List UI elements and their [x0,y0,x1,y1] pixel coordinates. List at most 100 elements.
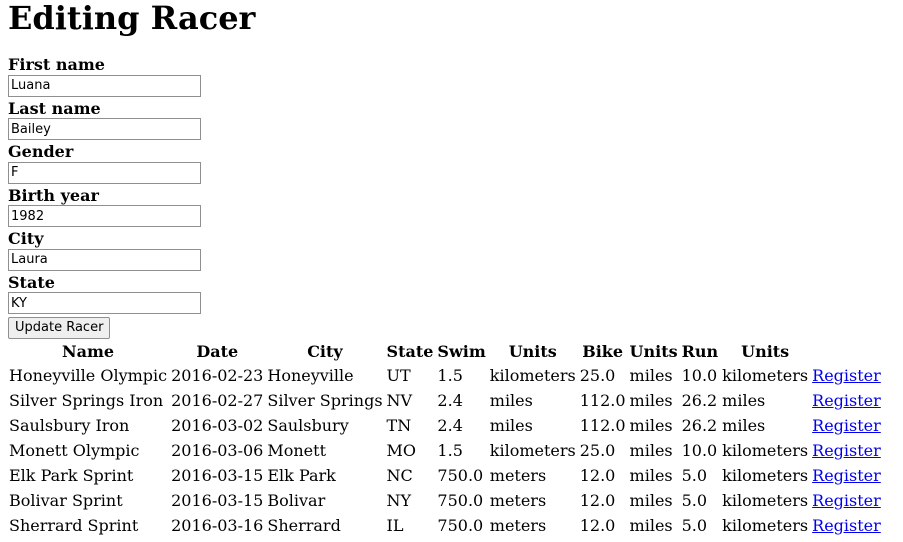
race-city-cell: Silver Springs [267,390,383,410]
bike-units-cell: miles [629,390,673,410]
swim-distance-cell: 750.0 [437,490,484,510]
swim-distance-cell: 1.5 [437,365,463,385]
table-row: Sherrard Sprint 2016-03-16 Sherrard IL 750.0… [8,514,882,537]
table-row: Monett Olympic 2016-03-06 Monett MO 1.5 kilom… [8,439,882,462]
swim-distance-cell: 2.4 [437,415,463,435]
state-input[interactable] [8,292,201,314]
swim-units-cell: miles [489,415,533,435]
gender-input[interactable] [8,161,201,184]
run-units-cell: miles [722,415,766,435]
register-link[interactable]: Register [812,515,881,535]
race-name-cell: Bolivar Sprint [9,490,123,510]
header-run: Run [681,341,719,361]
bike-units-cell: miles [629,490,673,510]
race-name-cell: Elk Park Sprint [9,465,134,485]
field-city: City [8,229,895,273]
race-name-cell: Honeyville Olympic [9,365,168,385]
bike-distance-cell: 12.0 [579,515,616,535]
header-run-units: Units [741,341,790,361]
register-cell: Register [811,364,882,387]
header-swim: Swim [437,341,486,361]
race-state-cell: NV [386,390,413,410]
swim-distance-cell: 2.4 [437,390,463,410]
register-cell: Register [811,489,882,512]
register-link[interactable]: Register [812,440,881,460]
swim-distance-cell: 1.5 [437,440,463,460]
race-date-cell: 2016-03-15 [171,490,264,510]
header-bike-units: Units [629,341,678,361]
register-link[interactable]: Register [812,390,881,410]
race-city-cell: Bolivar [267,490,326,510]
race-state-cell: TN [386,415,412,435]
swim-units-cell: meters [489,465,547,485]
run-distance-cell: 5.0 [681,465,708,485]
race-city-cell: Sherrard [267,515,341,535]
race-date-cell: 2016-03-02 [171,415,264,435]
last-name-input[interactable] [8,118,201,140]
register-cell: Register [811,389,882,412]
bike-distance-cell: 12.0 [579,465,616,485]
race-state-cell: UT [386,365,411,385]
header-city: City [307,341,343,361]
swim-units-cell: meters [489,515,547,535]
table-row: Honeyville Olympic 2016-02-23 Honeyville UT… [8,364,882,387]
bike-units-cell: miles [629,465,673,485]
bike-distance-cell: 12.0 [579,490,616,510]
run-units-cell: kilometers [722,490,809,510]
run-distance-cell: 10.0 [681,365,718,385]
race-date-cell: 2016-03-06 [171,440,264,460]
swim-units-cell: meters [489,490,547,510]
races-table: Name Date City State Swim Units Bike Uni… [6,339,884,539]
field-first-name: First name [8,55,895,99]
table-header-row: Name Date City State Swim Units Bike Uni… [8,341,882,362]
run-units-cell: kilometers [722,515,809,535]
race-name-cell: Saulsbury Iron [9,415,130,435]
run-distance-cell: 26.2 [681,415,718,435]
bike-units-cell: miles [629,365,673,385]
race-city-cell: Saulsbury [267,415,349,435]
field-birth-year: Birth year [8,186,895,230]
bike-distance-cell: 25.0 [579,440,616,460]
run-units-cell: kilometers [722,465,809,485]
race-date-cell: 2016-02-23 [171,365,264,385]
first-name-input[interactable] [8,74,201,97]
page-title: Editing Racer [8,0,256,37]
bike-units-cell: miles [629,515,673,535]
register-link[interactable]: Register [812,490,881,510]
city-input[interactable] [8,248,201,271]
race-state-cell: IL [386,515,404,535]
field-last-name: Last name [8,99,895,143]
table-row: Elk Park Sprint 2016-03-15 Elk Park NC 750.0… [8,464,882,487]
run-units-cell: kilometers [722,365,809,385]
header-date: Date [196,341,239,361]
swim-units-cell: kilometers [489,440,576,460]
table-row: Bolivar Sprint 2016-03-15 Bolivar NY 750.0 me… [8,489,882,512]
register-link[interactable]: Register [812,415,881,435]
run-distance-cell: 5.0 [681,490,708,510]
register-cell: Register [811,414,882,437]
run-units-cell: kilometers [722,440,809,460]
first-name-label: First name [8,55,105,74]
race-state-cell: NY [386,490,412,510]
bike-distance-cell: 112.0 [579,390,626,410]
race-name-cell: Silver Springs Iron [9,390,164,410]
register-cell: Register [811,464,882,487]
field-gender: Gender [8,142,895,186]
race-date-cell: 2016-03-15 [171,465,264,485]
race-date-cell: 2016-03-16 [171,515,264,535]
register-link[interactable]: Register [812,365,881,385]
register-cell: Register [811,439,882,462]
race-city-cell: Honeyville [267,365,354,385]
table-row: Silver Springs Iron 2016-02-27 Silver Spri… [8,389,882,412]
field-state: State [8,273,895,317]
register-link[interactable]: Register [812,465,881,485]
last-name-label: Last name [8,98,101,118]
header-action [811,341,882,362]
header-name: Name [62,341,115,361]
run-units-cell: miles [722,390,766,410]
header-bike: Bike [582,341,624,361]
birth-year-input[interactable] [8,205,201,227]
header-state: State [386,341,434,361]
update-racer-button[interactable]: Update Racer [8,316,111,339]
birth-year-label: Birth year [8,185,99,205]
